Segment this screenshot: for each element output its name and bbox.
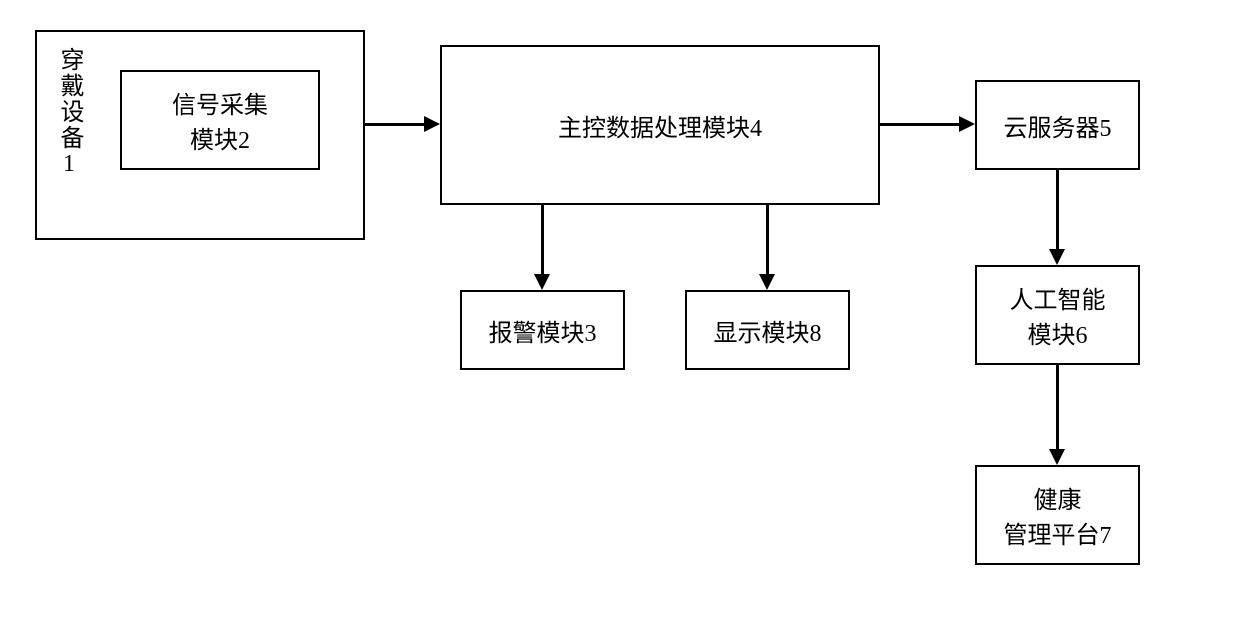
health-platform-box: 健康 管理平台7 bbox=[975, 465, 1140, 565]
arrow-main-to-alarm bbox=[541, 205, 544, 275]
arrow-head-cloud-to-ai bbox=[1049, 249, 1065, 265]
arrow-cloud-to-ai bbox=[1056, 170, 1059, 250]
signal-collection-box: 信号采集 模块2 bbox=[120, 70, 320, 170]
arrow-head-ai-to-health bbox=[1049, 449, 1065, 465]
alarm-module-box: 报警模块3 bbox=[460, 290, 625, 370]
arrow-main-to-display bbox=[766, 205, 769, 275]
health-platform-label: 健康 管理平台7 bbox=[1004, 480, 1112, 550]
arrow-wearable-to-main bbox=[365, 123, 425, 126]
main-control-box: 主控数据处理模块4 bbox=[440, 45, 880, 205]
arrow-head-main-to-alarm bbox=[534, 274, 550, 290]
arrow-head-wearable-to-main bbox=[424, 116, 440, 132]
cloud-server-box: 云服务器5 bbox=[975, 80, 1140, 170]
ai-module-label: 人工智能 模块6 bbox=[1010, 280, 1106, 350]
main-control-label: 主控数据处理模块4 bbox=[558, 108, 762, 143]
alarm-module-label: 报警模块3 bbox=[489, 313, 597, 348]
arrow-main-to-cloud bbox=[880, 123, 960, 126]
signal-collection-label: 信号采集 模块2 bbox=[172, 85, 268, 155]
ai-module-box: 人工智能 模块6 bbox=[975, 265, 1140, 365]
display-module-label: 显示模块8 bbox=[714, 313, 822, 348]
arrow-ai-to-health bbox=[1056, 365, 1059, 450]
display-module-box: 显示模块8 bbox=[685, 290, 850, 370]
wearable-device-label: 穿戴设备1 bbox=[52, 47, 87, 179]
arrow-head-main-to-display bbox=[759, 274, 775, 290]
arrow-head-main-to-cloud bbox=[959, 116, 975, 132]
cloud-server-label: 云服务器5 bbox=[1004, 108, 1112, 143]
